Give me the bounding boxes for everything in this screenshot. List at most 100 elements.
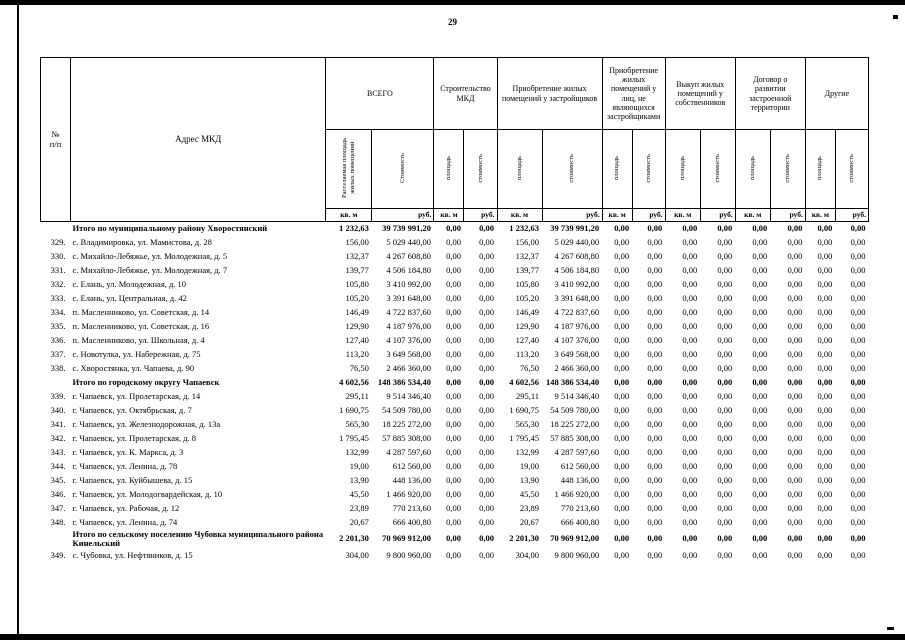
row-value: 0,00 [614,293,630,304]
row-address: с. Новотулка, ул. Набережная, д. 75 [72,349,201,360]
row-address: г. Чапаевск, ул. Пролетарская, д. 14 [72,391,201,402]
row-value: 45,50 [519,489,540,500]
row-value: 146,49 [515,307,540,318]
row-value: 0,00 [446,461,461,472]
row-value: 0,00 [752,335,768,346]
row-value: 612 560,00 [392,461,431,472]
table-row: 333. с. Елань, ул. Центральная, д. 42 105,… [41,292,869,306]
row-value: 39 739 991,20 [382,223,431,234]
row-value: 4 107 376,00 [554,335,600,346]
row-address: с. Михайло-Лебяжье, ул. Молодежная, д. 7 [72,265,228,276]
row-value: 0,00 [614,517,630,528]
row-value: 1 690,75 [339,405,369,416]
subheader-cost: стоимость [769,128,806,210]
row-value: 0,00 [446,377,461,388]
row-value: 0,00 [479,503,494,514]
row-value: 23,89 [349,503,369,514]
row-value: 304,00 [345,549,369,560]
subheader-cost: стоимость [631,128,666,210]
row-value: 0,00 [446,335,461,346]
total-row: Итого по сельскому поселению Чубовка мун… [41,529,869,549]
row-value: 0,00 [850,251,866,262]
row-value: 9 514 346,40 [554,391,600,402]
row-value: 0,00 [614,533,630,544]
row-value: 0,00 [446,265,461,276]
table-row: 342. г. Чапаевск, ул. Пролетарская, д. 8 1… [41,432,869,446]
row-value: 76,50 [349,363,369,374]
row-value: 13,90 [519,475,540,486]
subheader-cost: стоимость [541,128,603,210]
row-value: 0,00 [850,363,866,374]
row-value: 0,00 [850,321,866,332]
row-value: 0,00 [682,461,698,472]
row-value: 0,00 [850,265,866,276]
row-value: 448 136,00 [392,475,431,486]
row-value: 3 391 648,00 [554,293,600,304]
row-value: 0,00 [717,461,733,472]
row-value: 0,00 [479,293,494,304]
row-value: 0,00 [614,335,630,346]
row-value: 0,00 [817,335,833,346]
row-value: 0,00 [850,503,866,514]
row-value: 148 386 534,40 [545,377,600,388]
row-value: 0,00 [647,279,663,290]
table-row: 343. г. Чапаевск, ул. К. Маркса, д. 3 132,… [41,446,869,460]
row-value: 0,00 [787,377,803,388]
row-value: 0,00 [614,405,630,416]
row-value: 0,00 [446,293,461,304]
row-value: 0,00 [647,419,663,430]
row-value: 0,00 [717,391,733,402]
unit-rub: руб. [631,208,666,223]
row-value: 18 225 272,00 [550,419,600,430]
row-value: 0,00 [850,433,866,444]
row-value: 0,00 [752,419,768,430]
table-header: № п/п Адрес МКД ВСЕГО Строительство МКД … [39,56,870,223]
row-value: 0,00 [787,223,803,234]
row-address: с. Владимировка, ул. Мамистова, д. 28 [72,237,212,248]
row-value: 0,00 [647,349,663,360]
row-value: 1 795,45 [339,433,369,444]
row-value: 54 509 780,00 [550,405,600,416]
row-value: 70 969 912,00 [550,533,600,544]
row-value: 0,00 [479,363,494,374]
row-value: 105,20 [515,293,540,304]
table-row: 332. с. Елань, ул. Молодежная, д. 10 105,8… [41,278,869,292]
row-value: 0,00 [817,533,833,544]
row-value: 1 466 920,00 [386,489,431,500]
unit-sqm: кв. м [433,208,465,223]
row-value: 0,00 [614,461,630,472]
row-value: 0,00 [614,223,630,234]
row-value: 0,00 [787,433,803,444]
row-value: 0,00 [850,349,866,360]
row-value: 304,00 [515,549,540,560]
row-value: 54 509 780,00 [382,405,431,416]
row-value: 0,00 [647,237,663,248]
row-number: 346. [50,489,66,500]
row-value: 0,00 [717,405,733,416]
row-value: 0,00 [479,237,494,248]
row-value: 0,00 [752,433,768,444]
row-value: 0,00 [479,279,494,290]
table-row: 329. с. Владимировка, ул. Мамистова, д. 2… [41,236,869,250]
row-number: 335. [50,321,66,332]
row-value: 0,00 [647,223,663,234]
row-value: 0,00 [479,533,494,544]
row-value: 0,00 [647,391,663,402]
row-value: 0,00 [479,321,494,332]
row-value: 13,90 [349,475,369,486]
row-number: 345. [50,475,66,486]
row-number [41,222,71,236]
unit-rub: руб. [371,208,435,223]
row-value: 0,00 [850,391,866,402]
row-value: 148 386 534,40 [377,377,431,388]
row-value: 4 267 608,80 [554,251,600,262]
row-value: 0,00 [817,419,833,430]
row-value: 0,00 [446,321,461,332]
row-value: 0,00 [817,293,833,304]
row-value: 770 213,60 [560,503,600,514]
row-number: 336. [50,335,66,346]
row-value: 0,00 [717,377,733,388]
table-row: 345. г. Чапаевск, ул. Куйбышева, д. 15 13,… [41,474,869,488]
row-value: 0,00 [787,517,803,528]
